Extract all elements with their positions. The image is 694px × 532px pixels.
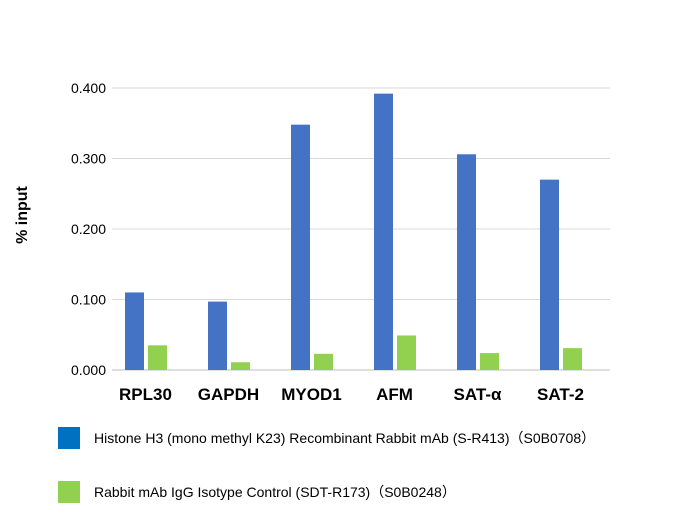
y-tick-label-0: 0.000 <box>71 362 106 378</box>
bar-2-afm <box>397 335 416 370</box>
legend-item-series-2: Rabbit mAb IgG Isotype Control (SDT-R173… <box>58 481 456 503</box>
x-tick-label-0: RPL30 <box>119 385 172 404</box>
bar-2-rpl30 <box>148 345 167 370</box>
x-tick-label-2: MYOD1 <box>281 385 341 404</box>
x-tick-label-1: GAPDH <box>198 385 259 404</box>
y-axis-label: % input <box>14 186 31 244</box>
bar-2-myod1 <box>314 353 333 370</box>
bar-2-sat- <box>480 353 499 370</box>
y-tick-label-1: 0.100 <box>71 292 106 308</box>
bar-1-sat- <box>457 154 476 370</box>
bar-2-sat-2 <box>563 348 582 370</box>
y-tick-label-4: 0.400 <box>71 80 106 96</box>
y-tick-label-2: 0.200 <box>71 221 106 237</box>
legend-label-series-1: Histone H3 (mono methyl K23) Recombinant… <box>94 430 596 446</box>
x-tick-label-5: SAT-2 <box>537 385 584 404</box>
bar-1-rpl30 <box>125 292 144 370</box>
y-tick-label-3: 0.300 <box>71 151 106 167</box>
bar-1-gapdh <box>208 301 227 370</box>
x-tick-label-3: AFM <box>376 385 413 404</box>
bar-1-afm <box>374 93 393 370</box>
bar-1-sat-2 <box>540 179 559 370</box>
bar-1-myod1 <box>291 124 310 370</box>
x-tick-label-4: SAT-α <box>454 385 502 404</box>
legend-label-series-2: Rabbit mAb IgG Isotype Control (SDT-R173… <box>94 484 456 500</box>
legend-swatch-series-2 <box>58 481 80 503</box>
legend-item-series-1: Histone H3 (mono methyl K23) Recombinant… <box>58 427 595 449</box>
bar-2-gapdh <box>231 362 250 370</box>
legend-swatch-series-1 <box>58 427 80 449</box>
